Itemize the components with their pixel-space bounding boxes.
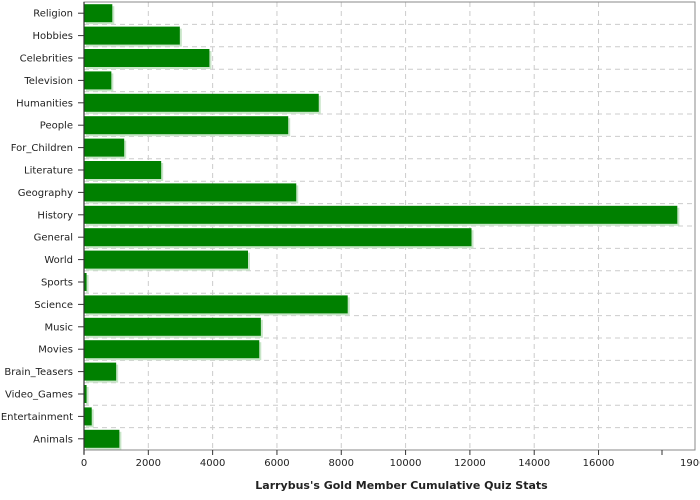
bar-shadow bbox=[86, 275, 89, 293]
labels: Religion Hobbies Celebrities Television Huma… bbox=[1, 9, 700, 469]
bar-entertainment bbox=[84, 407, 92, 426]
category-label: People bbox=[40, 121, 73, 132]
bar-animals bbox=[84, 429, 120, 448]
category-label: Movies bbox=[38, 345, 73, 356]
category-label: Animals bbox=[33, 434, 73, 445]
x-tick-label: 2000 bbox=[136, 458, 161, 469]
category-label: World bbox=[44, 255, 73, 266]
x-tick-label: 4000 bbox=[200, 458, 225, 469]
category-label: Literature bbox=[24, 166, 73, 177]
category-label: Celebrities bbox=[20, 54, 73, 65]
bar-video-games bbox=[84, 385, 87, 403]
bar-humanities bbox=[84, 93, 319, 112]
bar-sports bbox=[84, 273, 87, 291]
grid bbox=[84, 2, 695, 450]
x-tick-label: 16000 bbox=[583, 458, 615, 469]
bar-people bbox=[84, 116, 289, 135]
bar-religion bbox=[84, 4, 113, 23]
x-tick-label-edge: 1900 bbox=[680, 458, 700, 469]
bar-brain-teasers bbox=[84, 362, 117, 381]
bar-science bbox=[84, 295, 348, 314]
x-tick-label: 14000 bbox=[518, 458, 550, 469]
category-label: Religion bbox=[33, 9, 73, 20]
category-label: Geography bbox=[18, 188, 73, 199]
bar-world bbox=[84, 250, 249, 269]
bar-history bbox=[84, 205, 678, 224]
bar-shadow bbox=[86, 387, 89, 405]
bar-for-children bbox=[84, 138, 125, 157]
category-label: Video_Games bbox=[5, 390, 73, 401]
x-tick-label: 6000 bbox=[264, 458, 289, 469]
category-label: Music bbox=[45, 322, 73, 333]
category-label: Science bbox=[34, 300, 73, 311]
x-tick-label: 12000 bbox=[454, 458, 486, 469]
category-label: For_Children bbox=[11, 143, 73, 154]
bar-geography bbox=[84, 183, 297, 202]
bar-literature bbox=[84, 161, 162, 179]
x-tick-label: 8000 bbox=[329, 458, 354, 469]
x-axis-title: Larrybus's Gold Member Cumulative Quiz S… bbox=[255, 479, 548, 492]
category-label: Brain_Teasers bbox=[4, 367, 73, 378]
category-label: Humanities bbox=[16, 98, 73, 109]
x-tick-label: 0 bbox=[81, 458, 87, 469]
category-label: General bbox=[34, 233, 73, 244]
bars bbox=[84, 4, 680, 450]
x-tick-label: 10000 bbox=[390, 458, 422, 469]
bar-movies bbox=[84, 340, 260, 359]
category-label: Television bbox=[23, 76, 73, 87]
bar-celebrities bbox=[84, 49, 210, 67]
bar-general bbox=[84, 228, 472, 247]
bar-music bbox=[84, 317, 261, 336]
bar-hobbies bbox=[84, 26, 180, 45]
category-label: Hobbies bbox=[33, 31, 73, 42]
axes bbox=[78, 1, 696, 455]
category-label: History bbox=[37, 210, 73, 221]
bar-television bbox=[84, 71, 112, 90]
category-label: Entertainment bbox=[1, 412, 73, 423]
category-label: Sports bbox=[41, 278, 73, 289]
